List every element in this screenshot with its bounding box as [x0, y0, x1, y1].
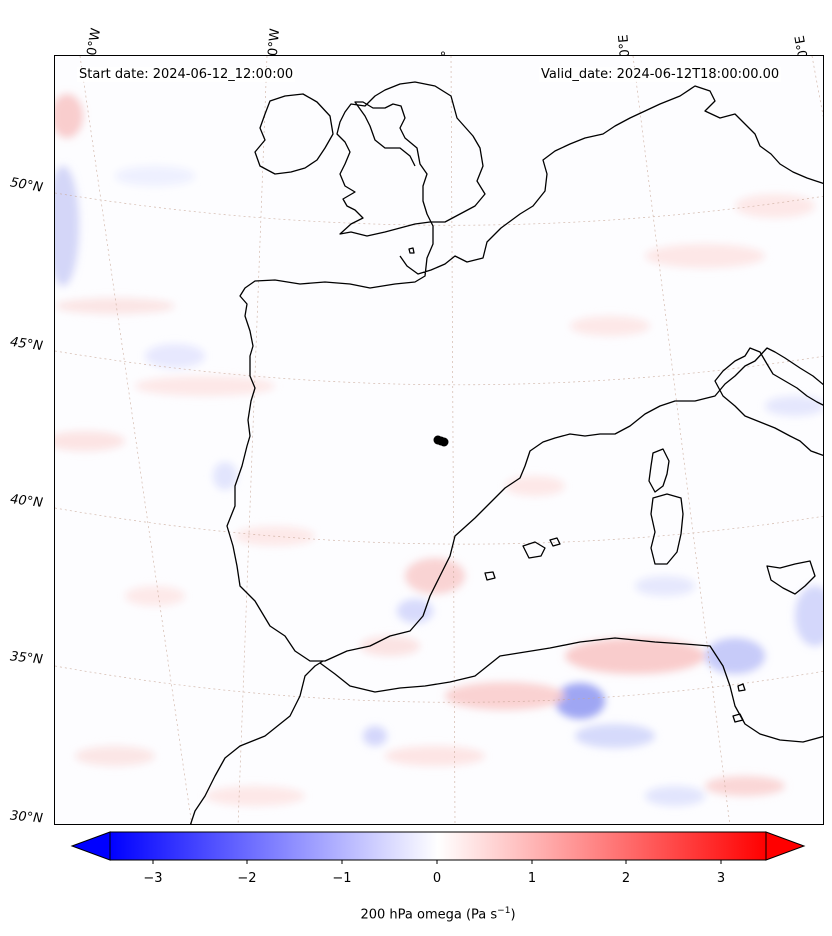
coast-great-britain: [336, 81, 486, 237]
valid-date-label: Valid_date: 2024-06-12T18:00:00.00: [539, 67, 782, 82]
coast-corsica: [648, 448, 670, 493]
coast-sicily: [766, 560, 816, 595]
coast-channel-island: [408, 247, 415, 254]
colorbar-body: [109, 831, 767, 861]
coast-ireland: [254, 93, 334, 175]
coast-malta: [737, 683, 746, 692]
colorbar-title-close: ): [510, 907, 516, 923]
coast-north-africa: [319, 637, 823, 743]
cbar-tick-label: −1: [332, 871, 352, 886]
omega-field: [55, 94, 823, 806]
coast-ibiza: [484, 571, 496, 581]
lat-label-45n: 45°N: [9, 334, 44, 355]
gridline-lon-10w: [237, 56, 268, 824]
cbar-tick-label: 2: [621, 871, 631, 886]
cbar-tick-label: −2: [237, 871, 257, 886]
coast-mallorca: [522, 541, 546, 559]
gridline-lat-50n: [55, 192, 823, 226]
cbar-tick-label: 3: [716, 871, 726, 886]
location-marker: [433, 435, 449, 447]
cbar-tick-label: 1: [527, 871, 537, 886]
coast-france-iberia: [189, 85, 823, 824]
cbar-tick-label: −3: [143, 871, 163, 886]
map-canvas: [55, 56, 823, 824]
colorbar-title-text: 200 hPa omega (Pa s: [360, 907, 498, 923]
coast-djerba: [732, 713, 744, 723]
colorbar: [70, 831, 806, 864]
map-panel[interactable]: [54, 55, 824, 825]
lat-label-35n: 35°N: [9, 649, 44, 668]
coast-menorca: [549, 537, 561, 547]
gridline-lon-0: [450, 56, 456, 824]
gridline-lon-10e: [632, 56, 731, 824]
graticule: [55, 56, 823, 824]
gridline-lat-40n: [55, 507, 823, 545]
colorbar-extend-high: [765, 831, 806, 861]
lat-label-40n: 40°N: [9, 492, 44, 511]
gridline-lon-20e: [811, 56, 823, 118]
start-date-label: Start date: 2024-06-12_12:00:00: [77, 67, 296, 82]
colorbar-title: 200 hPa omega (Pa s−1): [0, 906, 832, 922]
coast-italy: [714, 347, 823, 456]
colorbar-title-exponent: −1: [497, 906, 511, 916]
coastlines: [189, 81, 823, 824]
colorbar-ticks: [152, 860, 722, 864]
lat-label-30n: 30°N: [9, 808, 44, 827]
cbar-tick-label: 0: [432, 871, 442, 886]
lat-label-50n: 50°N: [8, 175, 44, 196]
colorbar-extend-low: [70, 831, 111, 861]
coast-sardinia: [650, 493, 684, 565]
